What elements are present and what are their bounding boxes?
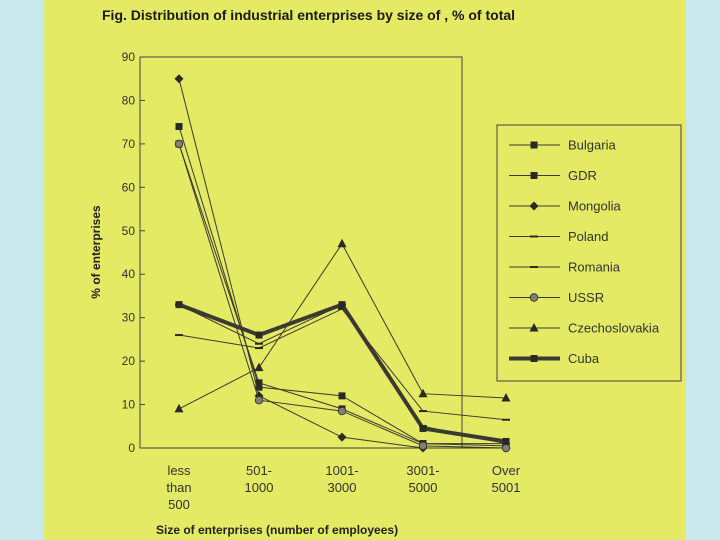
series-line: [178, 143, 507, 447]
data-point: [254, 396, 264, 405]
legend-label: Poland: [568, 229, 608, 244]
y-tick-label: 0: [128, 441, 135, 455]
data-point: [175, 123, 183, 131]
x-category-line: 3001-: [406, 463, 439, 478]
data-point: [418, 388, 428, 398]
legend-box: [496, 124, 682, 382]
series-line: [178, 143, 507, 449]
data-point: [255, 331, 263, 339]
data-point: [529, 293, 539, 302]
x-category-line: Over: [492, 463, 521, 478]
y-axis-label: % of enterprises: [89, 205, 103, 299]
series-cuba: [175, 301, 510, 445]
legend-item: Poland: [509, 229, 608, 244]
legend-item: Czechoslovakia: [509, 321, 660, 336]
data-point: [337, 432, 347, 442]
x-category-line: 5000: [409, 480, 438, 495]
data-point: [337, 238, 347, 248]
x-category-line: 501-: [246, 463, 272, 478]
y-tick-label: 10: [122, 398, 136, 412]
data-point: [175, 301, 183, 309]
y-tick-label: 90: [122, 50, 136, 64]
x-category-label: 501- 1000: [245, 463, 274, 495]
data-point: [529, 323, 539, 332]
data-point: [255, 383, 263, 391]
x-category-label: 1001- 3000: [325, 463, 358, 495]
legend-item: Romania: [509, 260, 621, 275]
legend-item: Mongolia: [509, 199, 622, 214]
data-point: [174, 74, 184, 84]
data-point: [337, 406, 347, 416]
y-tick-label: 20: [122, 354, 136, 368]
x-category-label: less than 500: [166, 463, 191, 512]
series-line: [178, 308, 507, 421]
data-point: [338, 301, 346, 309]
series-line: [178, 302, 507, 444]
data-point: [338, 392, 346, 400]
data-point: [502, 437, 510, 445]
legend-label: Romania: [568, 260, 621, 275]
legend-label: Cuba: [568, 351, 600, 366]
x-category-line: 500: [168, 497, 190, 512]
data-point: [501, 393, 511, 402]
legend-item: GDR: [509, 168, 597, 183]
plot-frame: [139, 56, 463, 449]
data-point: [529, 201, 539, 211]
series-bulgaria: [175, 123, 510, 448]
data-point: [418, 441, 428, 451]
data-point: [530, 141, 538, 149]
legend-label: Czechoslovakia: [568, 321, 660, 336]
legend-label: USSR: [568, 290, 604, 305]
data-point: [530, 172, 538, 179]
series-line: [178, 303, 507, 445]
series-poland: [175, 307, 510, 421]
x-category-line: 5001: [492, 480, 521, 495]
x-category-line: than: [166, 480, 191, 495]
series-ussr: [174, 139, 511, 453]
data-point: [419, 424, 427, 432]
data-point: [530, 355, 538, 362]
series-line: [178, 242, 507, 410]
series-czechoslovakia: [174, 238, 511, 413]
legend-item: Cuba: [509, 351, 600, 366]
slide-background: Fig. Distribution of industrial enterpri…: [44, 0, 686, 540]
data-point: [501, 443, 511, 453]
data-point: [254, 362, 264, 372]
legend-item: Bulgaria: [509, 138, 616, 153]
y-tick-label: 40: [122, 267, 136, 281]
x-category-line: 1000: [245, 480, 274, 495]
x-category-line: 3000: [328, 480, 357, 495]
y-tick-label: 70: [122, 137, 136, 151]
series-romania: [175, 303, 510, 445]
y-tick-label: 60: [122, 180, 136, 194]
chart-title: Fig. Distribution of industrial enterpri…: [102, 7, 515, 23]
x-category-line: 1001-: [325, 463, 358, 478]
data-point: [255, 379, 263, 387]
legend-label: Mongolia: [568, 199, 622, 214]
data-point: [174, 403, 184, 413]
x-category-label: Over 5001: [492, 463, 521, 495]
y-tick-label: 50: [122, 224, 136, 238]
line-chart: Fig. Distribution of industrial enterpri…: [89, 7, 682, 537]
legend-label: GDR: [568, 168, 597, 183]
legend-label: Bulgaria: [568, 138, 616, 153]
y-tick-label: 80: [122, 93, 136, 107]
y-tick-label: 30: [122, 311, 136, 325]
x-category-line: less: [167, 463, 191, 478]
legend-item: USSR: [509, 290, 604, 305]
x-axis-label: Size of enterprises (number of employees…: [156, 523, 398, 537]
data-point: [174, 139, 184, 149]
x-category-label: 3001- 5000: [406, 463, 439, 495]
